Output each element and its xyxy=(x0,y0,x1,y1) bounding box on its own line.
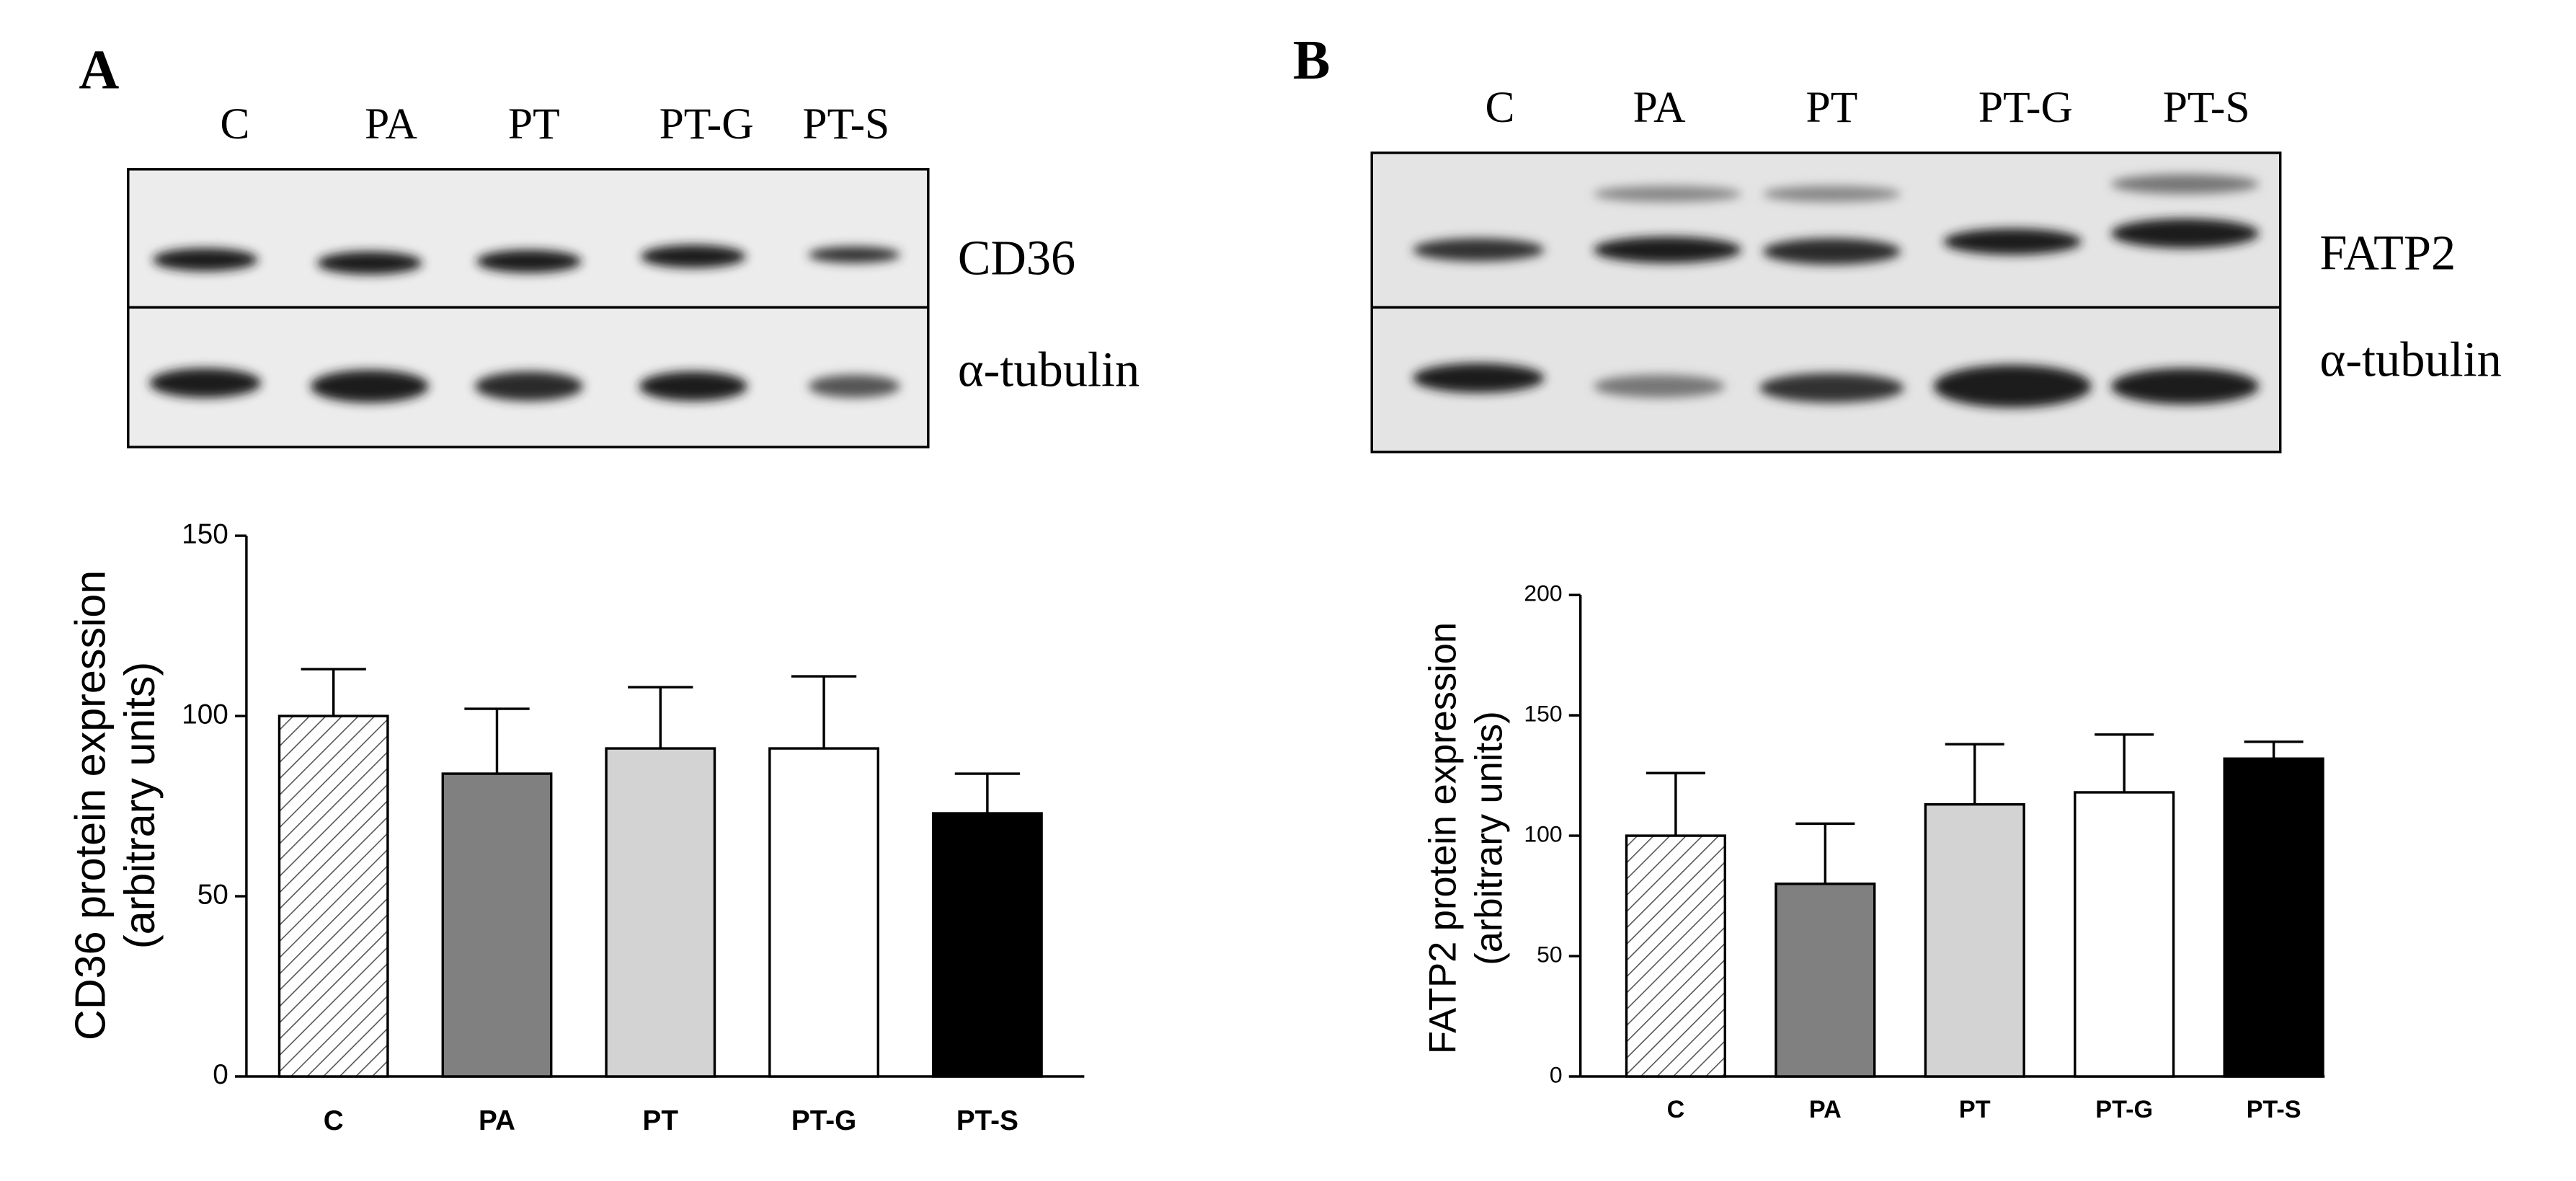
band-label: α-tubulin xyxy=(958,342,1140,397)
bar xyxy=(931,812,1043,1078)
lane-label: PT-S xyxy=(802,99,889,149)
lane-label: C xyxy=(1485,83,1515,132)
band-label: CD36 xyxy=(958,230,1075,285)
x-tick-label: PA xyxy=(1809,1096,1842,1123)
bar xyxy=(605,747,716,1078)
y-axis-label: (arbitrary units) xyxy=(1468,711,1510,965)
band-label: α-tubulin xyxy=(2319,332,2501,387)
lane-label: PT-G xyxy=(659,99,754,149)
x-tick-label: PT-S xyxy=(956,1105,1018,1136)
y-axis-label: CD36 protein expression xyxy=(66,570,115,1040)
y-axis-label: (arbitrary units) xyxy=(115,662,164,949)
y-tick-label: 0 xyxy=(1550,1061,1563,1087)
y-tick-label: 150 xyxy=(182,518,228,549)
bar xyxy=(2074,791,2175,1078)
y-tick-label: 50 xyxy=(1537,941,1563,967)
bar xyxy=(2223,757,2324,1078)
x-tick-label: PT xyxy=(1959,1096,1991,1123)
x-tick-label: PA xyxy=(479,1105,515,1136)
bar xyxy=(768,747,880,1078)
bar xyxy=(1625,834,1727,1078)
y-tick-label: 200 xyxy=(1524,580,1562,606)
x-tick-label: C xyxy=(324,1105,344,1136)
y-tick-label: 50 xyxy=(197,879,228,910)
lane-label: PT xyxy=(508,99,560,149)
bar xyxy=(277,715,389,1078)
lane-label: C xyxy=(220,99,249,149)
x-tick-label: PT-G xyxy=(2095,1096,2153,1123)
lane-label: PA xyxy=(365,99,417,149)
bar xyxy=(1775,883,1876,1078)
y-tick-label: 150 xyxy=(1524,701,1562,727)
lane-label: PT-S xyxy=(2163,83,2250,132)
y-tick-label: 100 xyxy=(182,699,228,730)
band-label: FATP2 xyxy=(2319,226,2456,280)
x-tick-label: PT-G xyxy=(791,1105,856,1136)
lane-label: PT-G xyxy=(1978,83,2073,132)
y-axis-label: FATP2 protein expression xyxy=(1423,622,1465,1054)
panel-letter: A xyxy=(79,39,119,101)
x-tick-label: PT-S xyxy=(2247,1096,2301,1123)
x-tick-label: C xyxy=(1667,1096,1685,1123)
y-tick-label: 100 xyxy=(1524,820,1562,846)
x-tick-label: PT xyxy=(643,1105,679,1136)
bar xyxy=(1924,802,2025,1078)
y-tick-label: 0 xyxy=(213,1059,228,1090)
blot-a xyxy=(127,168,930,448)
panel-letter: B xyxy=(1293,29,1331,91)
bar xyxy=(441,772,553,1078)
lane-label: PA xyxy=(1633,83,1686,132)
blot-b xyxy=(1370,151,2282,454)
lane-label: PT xyxy=(1806,83,1858,132)
